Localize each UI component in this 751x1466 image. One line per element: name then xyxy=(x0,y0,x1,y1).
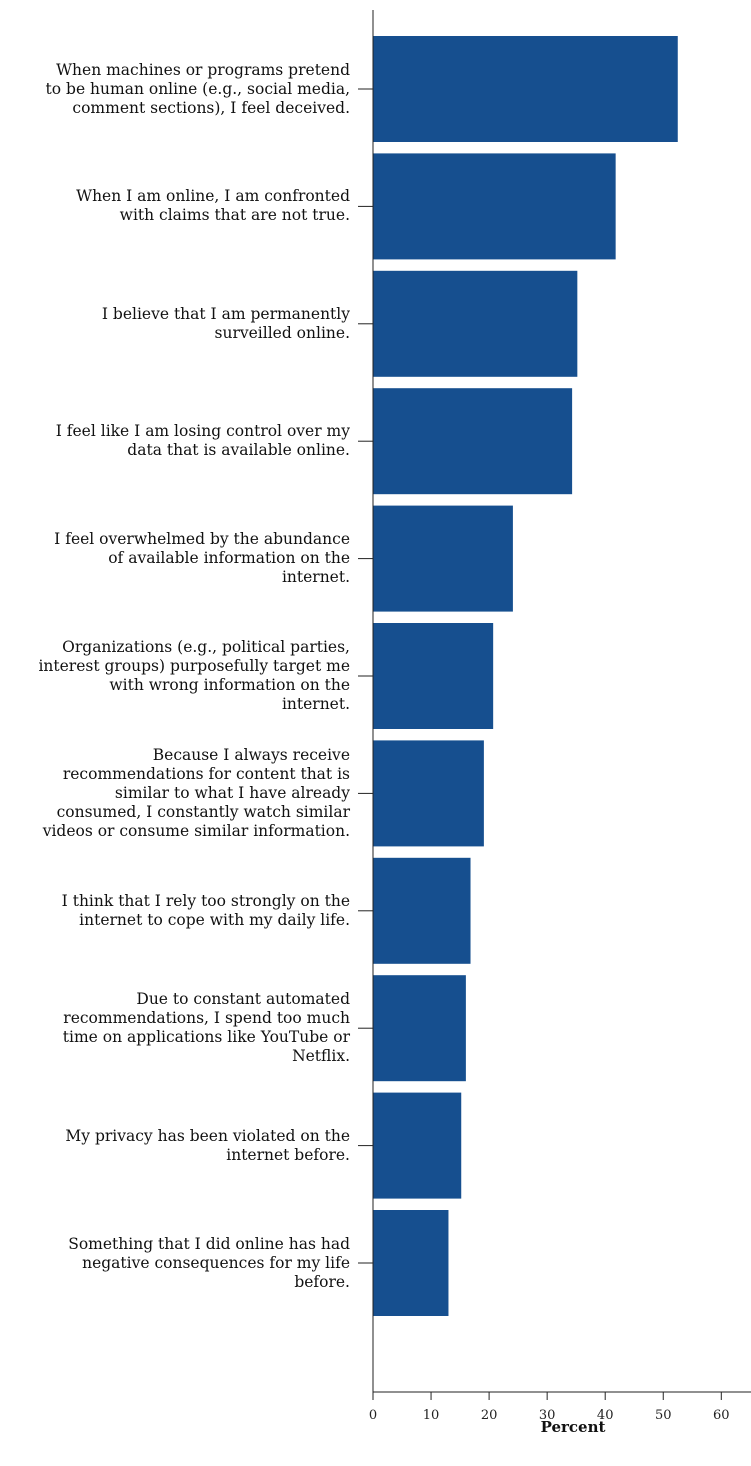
axes-group: 0 10 20 30 40 50 60 xyxy=(358,10,751,1423)
bar-3 xyxy=(373,270,578,377)
bar-2 xyxy=(373,153,616,260)
bars-group xyxy=(373,36,678,1316)
category-label: I feel overwhelmed by the abundance of a… xyxy=(54,530,350,587)
x-tick-label: 30 xyxy=(539,1408,556,1423)
bar-11 xyxy=(373,1210,449,1316)
x-tick-label: 50 xyxy=(655,1408,672,1423)
x-tick-label: 60 xyxy=(713,1408,730,1423)
x-tick-label: 40 xyxy=(597,1408,614,1423)
category-label: Organizations (e.g., political parties, … xyxy=(38,638,350,713)
bar-7 xyxy=(373,740,484,847)
category-label: I think that I rely too strongly on the … xyxy=(61,891,350,929)
bar-8 xyxy=(373,857,471,964)
category-label: When machines or programs pretend to be … xyxy=(45,60,350,117)
category-label: Because I always receive recommendations… xyxy=(42,745,350,840)
category-label: Something that I did online has had nega… xyxy=(68,1234,350,1291)
bar-1 xyxy=(373,36,678,142)
bar-5 xyxy=(373,505,513,612)
category-label: Due to constant automated recommendation… xyxy=(62,990,350,1066)
category-label: I feel like I am losing control over my … xyxy=(55,422,350,460)
category-label: I believe that I am permanently surveill… xyxy=(101,304,350,342)
x-tick-label: 0 xyxy=(369,1408,377,1423)
bar-9 xyxy=(373,975,466,1082)
bar-4 xyxy=(373,388,573,495)
bar-6 xyxy=(373,623,494,729)
x-tick-label: 20 xyxy=(481,1408,498,1423)
x-axis-title: Percent xyxy=(540,1418,606,1436)
category-label: When I am online, I am confronted with c… xyxy=(76,187,350,225)
bar-10 xyxy=(373,1092,462,1199)
category-label: My privacy has been violated on the inte… xyxy=(65,1126,350,1164)
x-tick-label: 10 xyxy=(423,1408,440,1423)
